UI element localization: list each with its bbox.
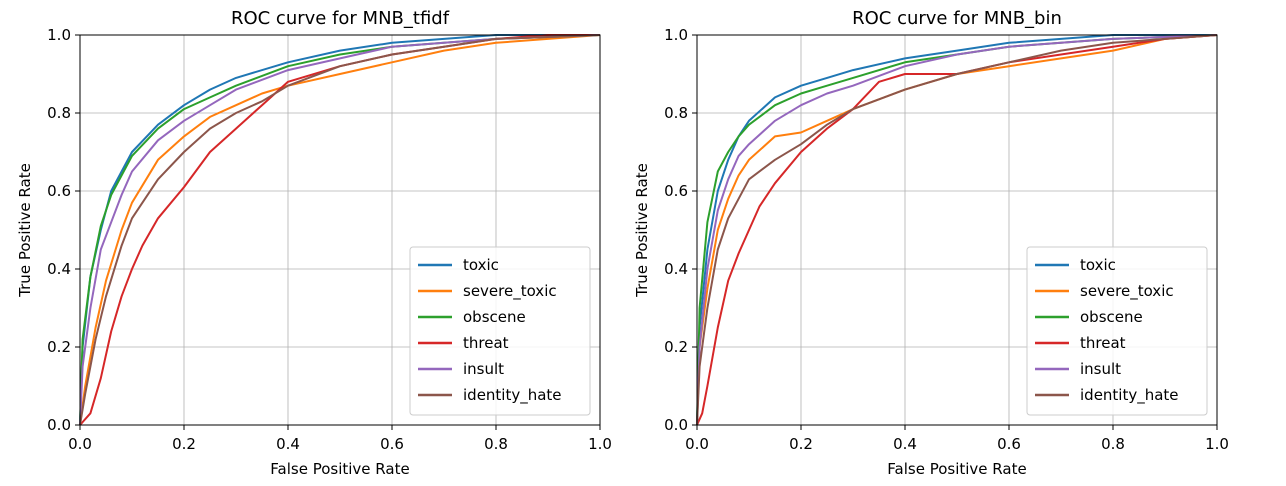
legend-label: severe_toxic <box>463 282 557 301</box>
legend-label: severe_toxic <box>1080 282 1174 301</box>
y-tick-label: 0.2 <box>664 338 688 356</box>
plot-frame <box>79 34 601 426</box>
x-tick-label: 1.0 <box>588 435 612 453</box>
roc-line-insult <box>79 34 601 426</box>
legend-box <box>409 246 591 416</box>
y-tick-label: 0.6 <box>47 182 71 200</box>
legend-label: identity_hate <box>463 386 562 405</box>
x-tick-label: 1.0 <box>1205 435 1229 453</box>
y-tick-label: 0.4 <box>664 260 688 278</box>
y-tick-label: 1.0 <box>664 26 688 44</box>
legend-label: insult <box>463 360 504 378</box>
axis-ticks: 0.0 0.2 0.4 0.6 0.8 1.0 0.0 0.2 0.4 0.6 0.8 1.0 <box>47 26 612 453</box>
y-tick-label: 0.0 <box>664 416 688 434</box>
y-axis-label: True Positive Rate <box>633 163 651 298</box>
x-tick-label: 0.8 <box>1101 435 1125 453</box>
y-tick-label: 0.6 <box>664 182 688 200</box>
chart-title: ROC curve for MNB_bin <box>852 8 1062 29</box>
roc-line-severe-toxic <box>79 34 601 426</box>
legend-label: identity_hate <box>1080 386 1179 405</box>
x-tick-label: 0.4 <box>893 435 917 453</box>
y-axis-label: True Positive Rate <box>16 163 34 298</box>
legend-label: insult <box>1080 360 1121 378</box>
y-tick-label: 0.2 <box>47 338 71 356</box>
x-tick-label: 0.0 <box>685 435 709 453</box>
roc-panel-mnb-bin: ROC curve for MNB_bin False Positive Rat… <box>633 8 1229 478</box>
x-tick-label: 0.6 <box>997 435 1021 453</box>
roc-line-toxic <box>696 34 1217 426</box>
legend-label: threat <box>463 334 509 352</box>
roc-line-identity-hate <box>79 34 601 426</box>
plot-lines <box>79 34 601 426</box>
roc-line-identity-hate <box>696 34 1218 426</box>
legend-label: toxic <box>463 256 499 274</box>
y-tick-label: 0.0 <box>47 416 71 434</box>
legend-label: threat <box>1080 334 1126 352</box>
y-tick-label: 1.0 <box>47 26 71 44</box>
chart-title: ROC curve for MNB_tfidf <box>231 8 450 29</box>
roc-line-severe-toxic <box>696 34 1218 426</box>
y-tick-label: 0.8 <box>664 104 688 122</box>
legend-label: obscene <box>1080 308 1143 326</box>
plot-lines <box>696 34 1218 426</box>
y-tick-label: 0.8 <box>47 104 71 122</box>
x-axis-label: False Positive Rate <box>270 460 409 478</box>
roc-panel-mnb-tfidf: ROC curve for MNB_tfidf False Positive R… <box>16 8 612 478</box>
x-tick-label: 0.2 <box>172 435 196 453</box>
roc-line-insult <box>696 34 1218 426</box>
x-tick-label: 0.4 <box>276 435 300 453</box>
x-tick-label: 0.6 <box>380 435 404 453</box>
legend-box <box>1026 246 1208 416</box>
x-tick-label: 0.0 <box>68 435 92 453</box>
legend-label: obscene <box>463 308 526 326</box>
y-tick-label: 0.4 <box>47 260 71 278</box>
x-tick-label: 0.8 <box>484 435 508 453</box>
axis-ticks: 0.0 0.2 0.4 0.6 0.8 1.0 0.0 0.2 0.4 0.6 0.8 1.0 <box>664 26 1229 453</box>
x-tick-label: 0.2 <box>789 435 813 453</box>
roc-line-threat <box>696 34 1218 426</box>
plot-frame <box>696 34 1218 426</box>
x-axis-label: False Positive Rate <box>887 460 1026 478</box>
legend-label: toxic <box>1080 256 1116 274</box>
